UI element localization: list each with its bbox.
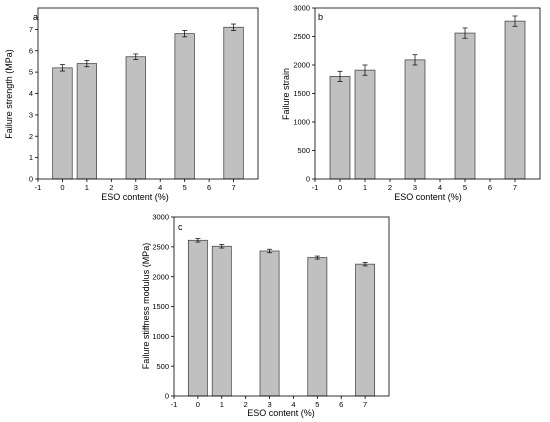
y-tick-label-a-5: 5 xyxy=(29,68,33,77)
x-tick-label-a-2: 2 xyxy=(109,183,113,192)
bar-a-1 xyxy=(76,63,98,180)
bar-a-0 xyxy=(52,67,73,180)
y-tick-label-a-2: 2 xyxy=(29,132,33,141)
error-bar-a-7 xyxy=(231,23,237,31)
error-bar-c-7 xyxy=(362,262,368,267)
x-tick-label-c-7: 7 xyxy=(363,400,367,409)
x-tick-label-b-5: 5 xyxy=(463,183,467,192)
x-tick-label-c--1: -1 xyxy=(171,400,178,409)
x-tick-label-b-2: 2 xyxy=(388,183,392,192)
panel-label-b: b xyxy=(318,12,323,22)
bar-b-0 xyxy=(329,76,351,180)
error-bar-c-1 xyxy=(219,244,225,249)
y-tick-label-a-6: 6 xyxy=(29,46,33,55)
x-tick-label-c-0: 0 xyxy=(196,400,200,409)
y-tick-label-b-1000: 1000 xyxy=(293,118,310,127)
bar-a-5 xyxy=(174,33,195,180)
y-tick-label-a-4: 4 xyxy=(29,89,33,98)
y-tick-label-c-500: 500 xyxy=(156,362,169,371)
x-tick-label-a-6: 6 xyxy=(207,183,211,192)
error-bar-a-3 xyxy=(133,53,139,60)
error-bar-a-5 xyxy=(182,30,188,38)
chart-panel-b: b ESO content (%) Failure strain -1 0 1 2 3 4… xyxy=(281,4,541,202)
y-axis-title-a: Failure strength (MPa) xyxy=(4,49,14,139)
bar-b-1 xyxy=(354,69,376,180)
x-tick-label-b-0: 0 xyxy=(338,183,342,192)
x-tick-label-c-4: 4 xyxy=(291,400,295,409)
bar-b-5 xyxy=(454,32,476,180)
error-bar-a-0 xyxy=(59,64,65,72)
bar-b-7 xyxy=(504,20,526,180)
error-bar-b-0 xyxy=(337,70,343,82)
y-tick-label-c-1000: 1000 xyxy=(152,332,169,341)
x-tick-label-b-6: 6 xyxy=(488,183,492,192)
bar-c-3 xyxy=(259,250,280,397)
bar-c-7 xyxy=(355,263,376,397)
x-axis-title-a: ESO content (%) xyxy=(101,192,169,202)
bar-b-3 xyxy=(404,59,426,180)
bar-c-1 xyxy=(211,245,232,397)
chart-panel-c: c ESO content (%) Failure stiffness modu… xyxy=(141,213,390,418)
bar-a-7 xyxy=(223,26,244,180)
x-tick-label-a-3: 3 xyxy=(134,183,138,192)
x-tick-label-b--1: -1 xyxy=(312,183,319,192)
y-axis-title-b: Failure strain xyxy=(281,68,291,120)
error-bar-c-5 xyxy=(314,255,320,260)
x-tick-label-b-7: 7 xyxy=(513,183,517,192)
y-tick-label-c-1500: 1500 xyxy=(152,302,169,311)
chart-panel-a: a ESO content (%) Failure strength (MPa)… xyxy=(4,7,259,202)
x-tick-label-a--1: -1 xyxy=(35,183,42,192)
y-tick-label-c-2000: 2000 xyxy=(152,272,169,281)
y-tick-label-b-500: 500 xyxy=(297,146,310,155)
x-axis-title-c: ESO content (%) xyxy=(247,408,315,418)
x-tick-label-a-0: 0 xyxy=(60,183,64,192)
x-tick-label-a-4: 4 xyxy=(158,183,162,192)
y-tick-label-a-1: 1 xyxy=(29,153,33,162)
x-tick-label-a-7: 7 xyxy=(231,183,235,192)
x-tick-label-c-2: 2 xyxy=(244,400,248,409)
y-tick-label-c-3000: 3000 xyxy=(152,213,169,222)
x-axis-title-b: ESO content (%) xyxy=(394,192,462,202)
x-tick-label-b-3: 3 xyxy=(413,183,417,192)
bar-c-0 xyxy=(187,239,208,397)
x-tick-label-b-1: 1 xyxy=(363,183,367,192)
error-bar-c-3 xyxy=(267,248,273,254)
x-tick-label-c-5: 5 xyxy=(315,400,319,409)
y-tick-label-c-0: 0 xyxy=(165,392,169,401)
y-tick-label-b-1500: 1500 xyxy=(293,89,310,98)
y-tick-label-b-2500: 2500 xyxy=(293,32,310,41)
y-tick-label-c-2500: 2500 xyxy=(152,242,169,251)
x-tick-label-c-1: 1 xyxy=(220,400,224,409)
error-bar-b-1 xyxy=(362,64,368,76)
bar-c-5 xyxy=(307,257,328,397)
y-tick-label-a-0: 0 xyxy=(29,175,33,184)
y-tick-label-a-3: 3 xyxy=(29,110,33,119)
error-bar-b-5 xyxy=(462,27,468,39)
y-tick-label-b-2000: 2000 xyxy=(293,61,310,70)
error-bar-b-7 xyxy=(512,15,518,27)
x-tick-label-a-5: 5 xyxy=(183,183,187,192)
y-tick-label-a-7: 7 xyxy=(29,25,33,34)
panel-label-a: a xyxy=(33,12,38,22)
x-tick-label-b-4: 4 xyxy=(438,183,442,192)
error-bar-c-0 xyxy=(195,238,201,243)
y-tick-label-b-0: 0 xyxy=(306,175,310,184)
x-tick-label-a-1: 1 xyxy=(85,183,89,192)
x-tick-label-c-6: 6 xyxy=(339,400,343,409)
bar-a-3 xyxy=(125,56,146,180)
y-axis-title-c: Failure stiffness modulus (MPa) xyxy=(141,243,151,369)
error-bar-b-3 xyxy=(412,54,418,66)
x-tick-label-c-3: 3 xyxy=(267,400,271,409)
error-bar-a-1 xyxy=(84,60,90,68)
y-tick-label-b-3000: 3000 xyxy=(293,4,310,13)
panel-label-c: c xyxy=(178,222,183,232)
